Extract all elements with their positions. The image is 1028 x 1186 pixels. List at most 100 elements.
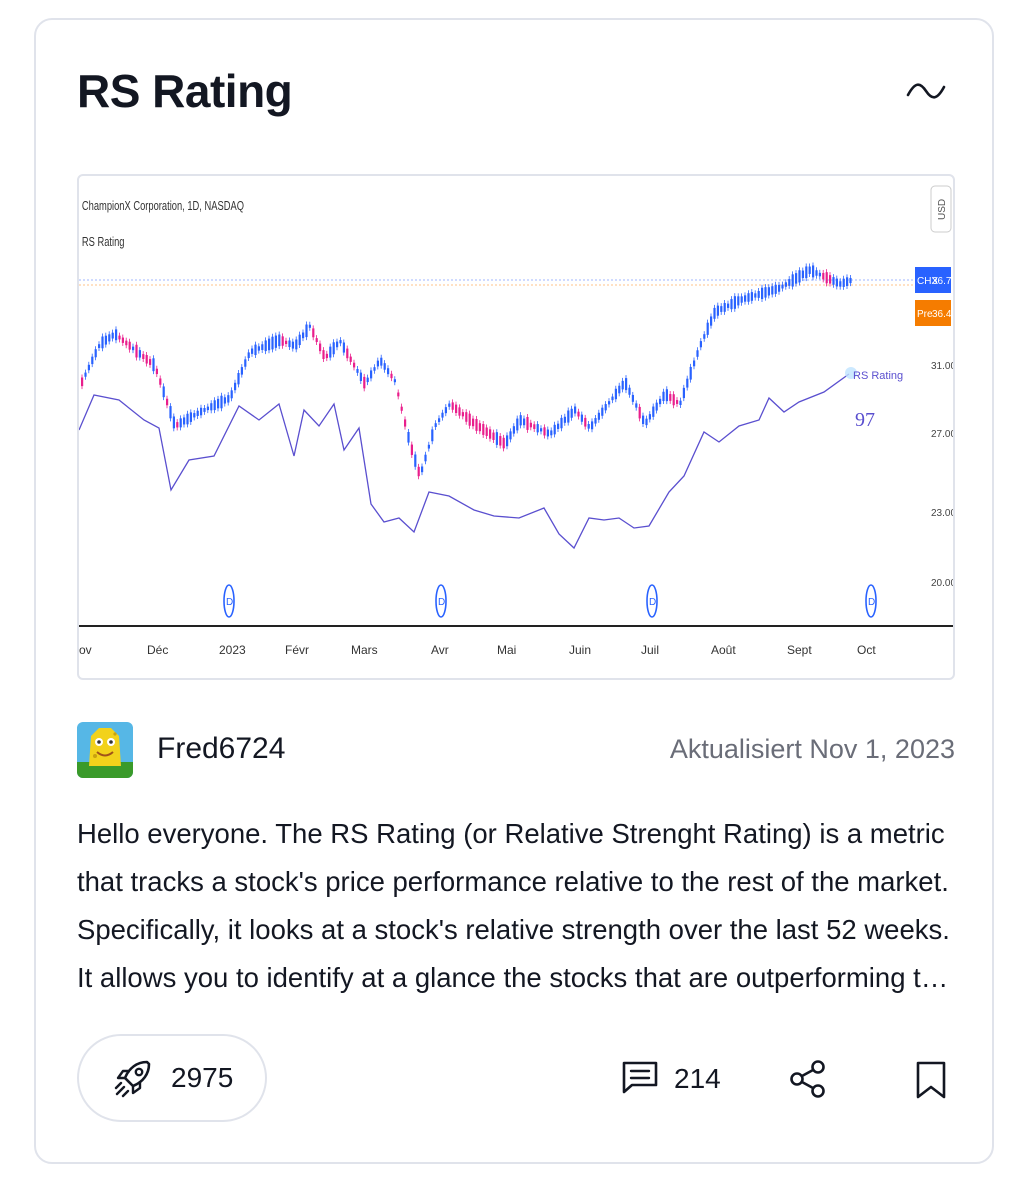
comments-button[interactable]: 214 [620,1054,721,1104]
y-tick: 20.00 [931,578,953,589]
y-tick: 23.00 [931,508,953,519]
candle-body [754,293,757,298]
candle-body [166,398,169,406]
candle-body [186,413,189,425]
candle-body [618,385,621,394]
chart-symbol-line: ChampionX Corporation, 1D, NASDAQ [82,200,244,214]
last-price-tag-label: CHX [917,276,938,287]
candle-body [376,360,379,367]
x-tick: Sept [787,643,812,657]
candle-body [699,341,702,348]
candle-body [410,444,413,455]
x-tick: Juil [641,643,659,657]
candle-body [587,424,590,429]
candle-body [608,401,611,405]
wave-icon[interactable] [904,74,948,108]
candle-body [492,432,495,440]
candle-body [220,395,223,409]
dividend-marker [865,584,877,618]
chart-preview[interactable]: ChampionX Corporation, 1D, NASDAQ RS Rat… [77,174,955,680]
candle-body [611,396,614,401]
card-title[interactable]: RS Rating [77,65,293,117]
bookmark-icon[interactable] [914,1060,950,1100]
candle-body [801,270,804,279]
comment-icon [620,1057,660,1102]
candle-body [118,335,121,340]
candle-body [570,408,573,418]
candle-body [162,386,165,398]
candle-body [217,398,220,409]
candle-body [604,404,607,411]
candle-body [438,418,441,422]
candle-body [393,379,396,383]
candle-body [298,334,301,346]
candle-body [159,378,162,385]
candle-body [716,305,719,316]
x-tick: Août [711,643,736,657]
dividend-marker-label: D [649,597,656,608]
candle-body [625,378,628,391]
candle-body [308,324,311,328]
x-tick: Févr [285,643,309,657]
candle-body [145,355,148,364]
candle-body [686,378,689,388]
candle-body [132,346,135,351]
candle-body [397,392,400,397]
candle-body [703,334,706,339]
candle-body [237,372,240,385]
candle-body [271,336,274,350]
boost-button[interactable]: 2975 [77,1034,267,1122]
candle-body [710,316,713,326]
candle-body [264,340,267,352]
candle-body [135,344,138,358]
candle-body [645,418,648,426]
candle-body [257,346,260,351]
candle-body [676,400,679,404]
candle-body [424,454,427,462]
candle-body [295,339,298,350]
candle-body [349,356,352,362]
idea-card[interactable]: RS Rating ChampionX Corporation, 1D, NAS… [34,18,994,1164]
rs-value: 97 [855,409,875,431]
candle-body [169,406,172,419]
candle-body [506,435,509,447]
candle-body [138,350,141,358]
chart-indicator-label: RS Rating [82,236,125,250]
author-avatar[interactable] [77,722,133,778]
candle-body [380,357,383,366]
share-icon[interactable] [788,1058,830,1100]
candle-body [563,416,566,423]
candle-body [475,419,478,431]
candle-body [849,277,852,284]
candle-body [339,340,342,344]
candle-body [529,422,532,428]
candle-body [370,370,373,379]
candle-body [580,414,583,422]
candle-body [601,407,604,416]
candle-body [366,377,369,383]
candle-body [706,322,709,335]
candle-body [846,277,849,287]
x-tick: Mai [497,643,516,657]
author-name[interactable]: Fred6724 [157,732,286,765]
candle-body [478,423,481,432]
dividend-marker-label: D [226,597,233,608]
candle-body [390,373,393,379]
candle-body [778,284,781,292]
candle-body [482,424,485,435]
candle-body [781,284,784,289]
idea-description[interactable]: Hello everyone. The RS Rating (or Relati… [77,818,952,993]
candle-body [244,359,247,367]
candle-body [458,407,461,416]
candle-body [713,307,716,319]
candle-body [234,382,237,391]
candle-body [495,432,498,445]
candle-body [791,274,794,287]
candle-body [240,367,243,375]
candle-body [682,387,685,399]
candle-body [247,352,250,359]
candle-body [567,410,570,423]
candle-body [291,341,294,349]
comment-count: 214 [674,1063,721,1094]
candle-body [319,343,322,352]
